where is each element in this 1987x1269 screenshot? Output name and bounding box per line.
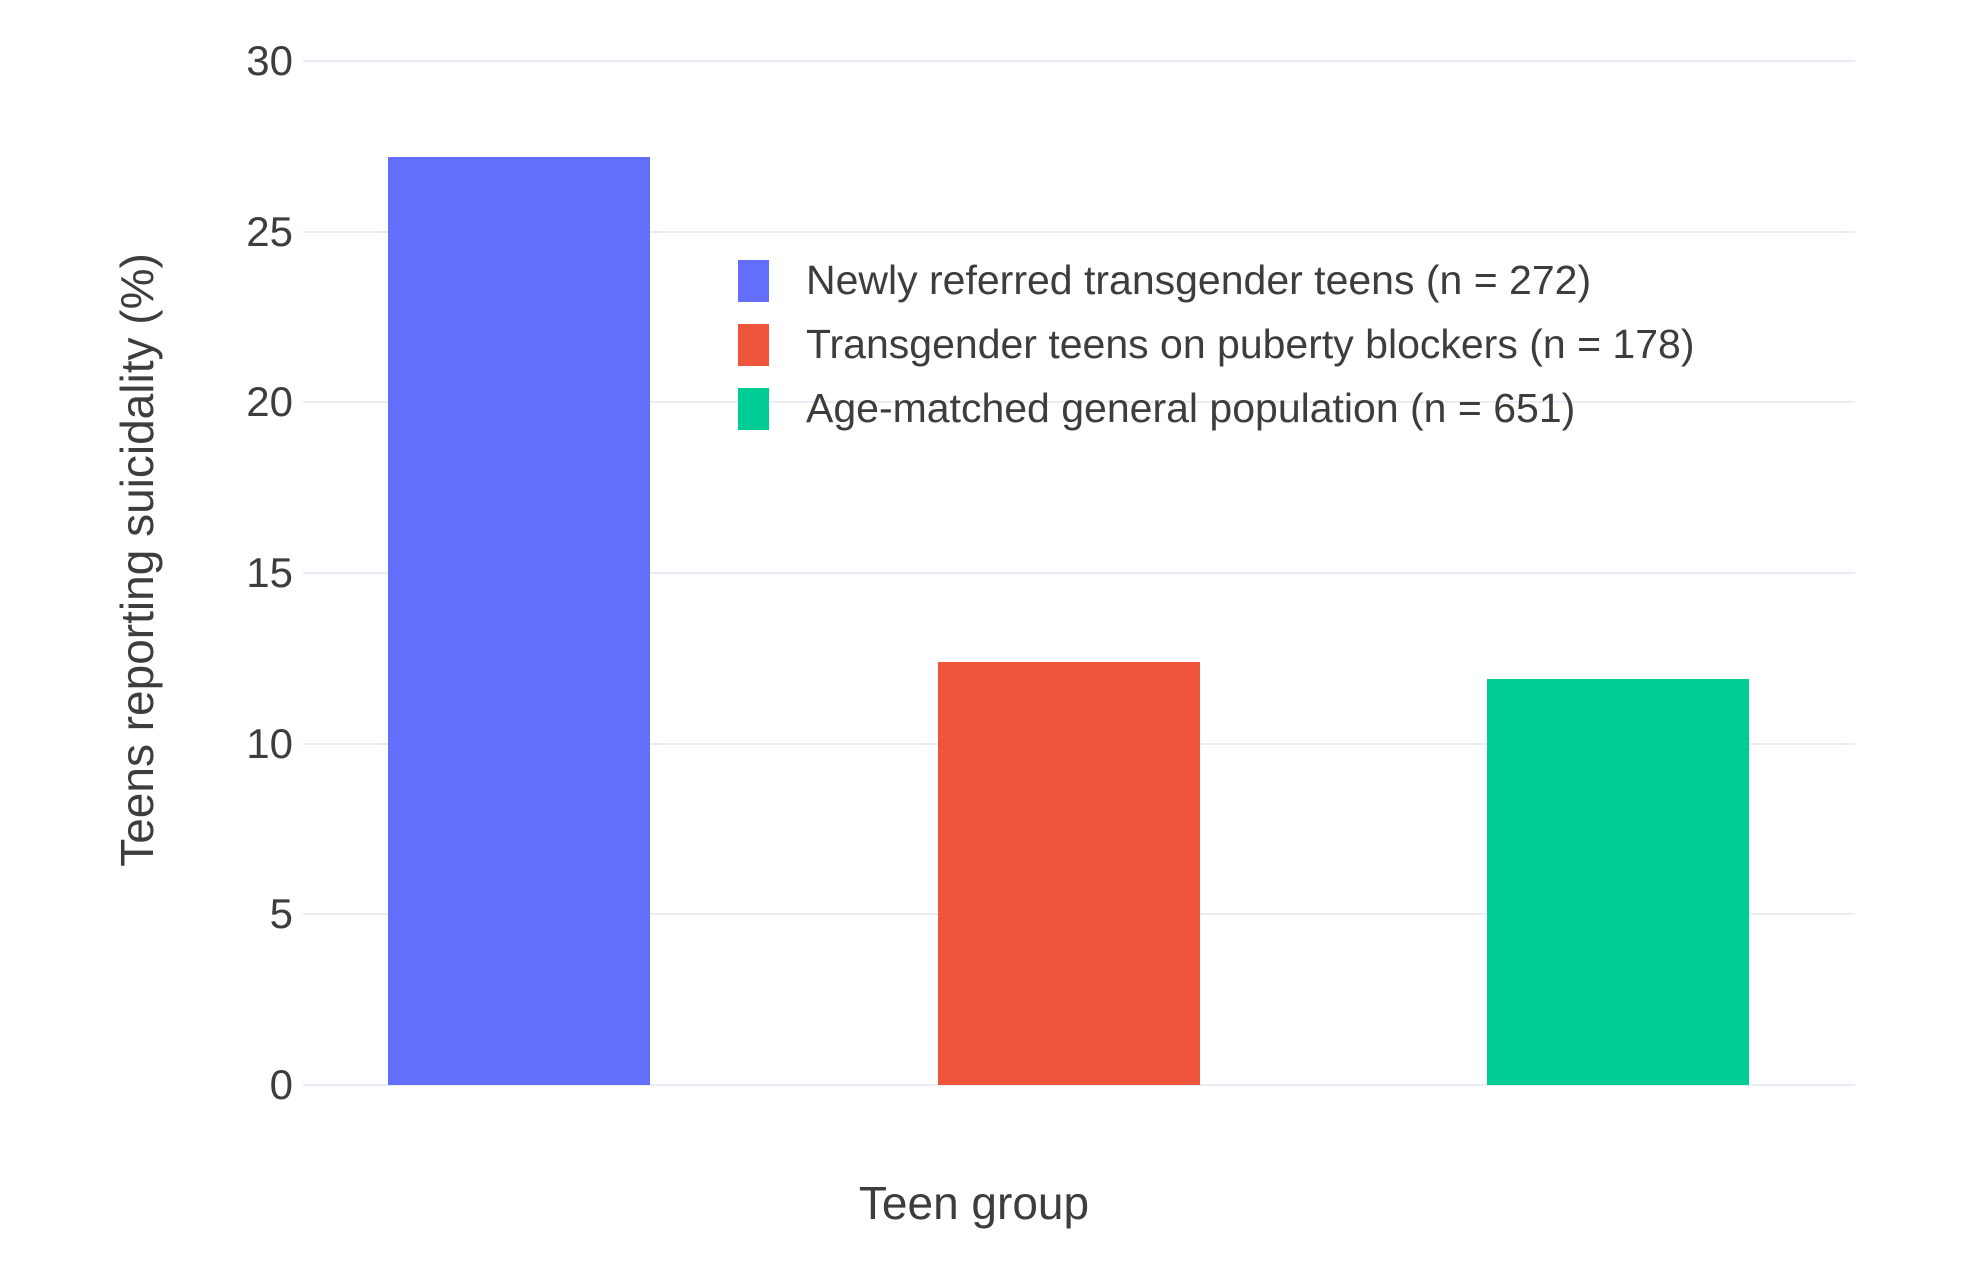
bar-newly-referred-transgender-teens [388, 157, 650, 1085]
legend-item-transgender-teens-on-puberty-blockers[interactable]: Transgender teens on puberty blockers (n… [738, 321, 1695, 368]
gridline-y-20 [303, 401, 1855, 404]
y-tick-label-15: 15 [246, 549, 293, 596]
y-tick-label-10: 10 [246, 719, 293, 767]
gridline-y-30 [303, 60, 1855, 62]
y-tick-label-0: 0 [269, 1061, 293, 1108]
plot-area [303, 60, 1855, 1086]
legend-swatch-icon [738, 323, 769, 366]
gridline-y-25 [303, 230, 1855, 233]
y-axis-tick-labels: 0 5 10 15 20 25 30 [0, 0, 293, 1269]
legend-label: Newly referred transgender teens (n = 27… [806, 257, 1592, 303]
y-tick-label-5: 5 [269, 890, 293, 938]
legend: Newly referred transgender teens (n = 27… [738, 257, 1695, 431]
gridline-y-15 [303, 572, 1855, 574]
bar-age-matched-general-population [1487, 679, 1749, 1085]
y-axis-title: Teens reporting suicidality (%) [111, 253, 163, 867]
y-tick-label-30: 30 [246, 37, 293, 84]
bar-transgender-teens-on-puberty-blockers [938, 662, 1200, 1085]
gridline-y-0 [303, 1084, 1855, 1086]
y-tick-label-25: 25 [246, 207, 293, 255]
legend-label: Age-matched general population (n = 651) [806, 385, 1576, 432]
x-axis-title: Teen group [858, 1177, 1090, 1229]
legend-swatch-icon [738, 259, 769, 302]
legend-swatch-icon [738, 387, 769, 430]
y-tick-label-20: 20 [246, 378, 293, 426]
legend-item-age-matched-general-population[interactable]: Age-matched general population (n = 651) [738, 386, 1694, 431]
legend-label: Transgender teens on puberty blockers (n… [806, 321, 1695, 368]
legend-item-newly-referred-transgender-teens[interactable]: Newly referred transgender teens (n = 27… [738, 257, 1694, 303]
